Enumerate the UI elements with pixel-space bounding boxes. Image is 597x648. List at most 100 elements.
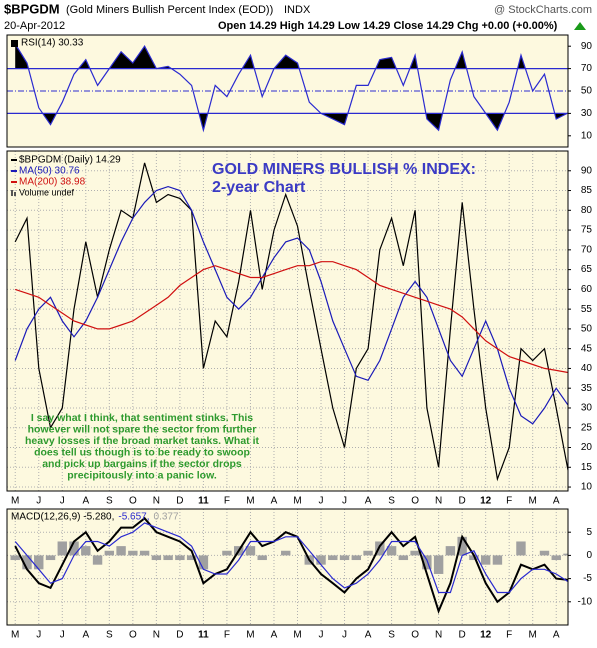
date: 20-Apr-2012 <box>4 20 65 32</box>
annotation-comment: does tell us though is to be ready to sw… <box>34 446 250 458</box>
plot <box>7 509 568 625</box>
histogram-bar <box>480 555 491 565</box>
x-tick-label: M <box>11 496 19 507</box>
x-tick-label: J <box>60 630 65 641</box>
histogram-bar <box>410 550 420 556</box>
x-tick-label: A <box>553 630 560 641</box>
histogram-bar <box>128 550 138 556</box>
histogram-bar <box>186 555 197 561</box>
y-tick-label: 85 <box>581 185 593 196</box>
legend-label: MACD(12,26,9) -5.280, <box>11 512 114 523</box>
y-tick-label: 10 <box>581 130 593 141</box>
histogram-bar <box>222 550 232 556</box>
x-tick-label: N <box>435 496 442 507</box>
x-tick-label: J <box>36 630 41 641</box>
histogram-bar <box>45 555 56 561</box>
histogram-bar <box>457 536 467 556</box>
y-tick-label: -5 <box>583 573 592 584</box>
x-tick-label: M <box>529 630 537 641</box>
legend-label: RSI(14) 30.33 <box>21 38 84 49</box>
histogram-bar <box>57 541 67 556</box>
legend-label: MA(200) 38.98 <box>19 177 86 188</box>
y-tick-label: 75 <box>581 225 593 236</box>
symbol: $BPGDM <box>4 1 60 16</box>
annotation-comment: and pick up bargains if the sector drops <box>42 458 242 470</box>
x-tick-label: A <box>365 630 372 641</box>
histogram-bar <box>175 555 185 561</box>
histogram-bar <box>151 555 162 561</box>
x-tick-label: A <box>271 630 278 641</box>
panel-border <box>6 34 569 148</box>
panel-border <box>6 508 569 626</box>
x-tick-label: J <box>36 496 41 507</box>
quote: Open 14.29 High 14.29 Low 14.29 Close 14… <box>218 20 558 32</box>
y-tick-label: -10 <box>578 596 593 607</box>
histogram-bar <box>257 555 267 561</box>
histogram-bar <box>139 550 150 556</box>
histogram-bar <box>34 555 44 570</box>
x-tick-label: J <box>319 496 324 507</box>
plot <box>14 43 568 133</box>
x-tick-label: F <box>506 630 512 641</box>
histogram-bar <box>281 550 291 556</box>
legend-swatch <box>11 40 18 47</box>
panel-border <box>6 150 569 492</box>
x-tick-label: O <box>129 630 137 641</box>
y-tick-label: 45 <box>581 343 593 354</box>
histogram-bar <box>104 550 115 556</box>
y-tick-label: 30 <box>581 403 593 414</box>
y-tick-label: 65 <box>581 264 593 275</box>
plot <box>7 151 568 491</box>
series-line <box>15 261 568 374</box>
histogram-bar <box>351 555 362 561</box>
x-tick-label: J <box>60 496 65 507</box>
annotation-comment: however will not spare the sector from f… <box>28 423 257 435</box>
source: @ StockCharts.com <box>494 4 592 16</box>
histogram-bar <box>22 555 32 570</box>
histogram-bar <box>116 546 126 556</box>
x-tick-label: 11 <box>198 630 209 641</box>
legend-swatch <box>14 192 16 196</box>
histogram-bar <box>422 555 432 570</box>
x-tick-label: 11 <box>198 496 209 507</box>
x-tick-label: N <box>153 630 160 641</box>
x-tick-label: O <box>411 496 419 507</box>
histogram-bar <box>69 541 79 556</box>
x-tick-label: N <box>435 630 442 641</box>
histogram-bar <box>245 546 256 556</box>
y-tick-label: 15 <box>581 462 593 473</box>
rsi-below-fill <box>15 113 568 131</box>
histogram-bar <box>445 546 456 556</box>
histogram-bar <box>516 541 526 556</box>
annotation-comment: I say what I think, that sentiment stink… <box>31 412 253 424</box>
series-line <box>14 43 568 133</box>
x-tick-label: M <box>293 496 301 507</box>
x-tick-label: D <box>176 496 183 507</box>
y-tick-label: 70 <box>581 63 593 74</box>
histogram-bar <box>10 555 20 561</box>
x-tick-label: J <box>319 630 324 641</box>
series-line <box>14 162 568 482</box>
histogram-bar <box>551 555 561 561</box>
histogram-bar <box>198 555 209 570</box>
x-tick-label: F <box>506 496 512 507</box>
x-tick-label: J <box>342 630 347 641</box>
annotation-title: 2-year Chart <box>212 179 306 196</box>
y-tick-label: 90 <box>581 165 593 176</box>
x-tick-label: O <box>129 496 137 507</box>
y-tick-label: 90 <box>581 41 593 52</box>
series-line <box>14 522 568 594</box>
annotation-comment: heavy losses if the broad market tanks. … <box>25 435 259 447</box>
annotation-title: GOLD MINERS BULLISH % INDEX: <box>212 161 476 178</box>
legend-label: $BPGDM (Daily) 14.29 <box>19 155 121 166</box>
series-line <box>14 185 568 425</box>
histogram-bar <box>163 555 173 561</box>
x-tick-label: D <box>459 630 466 641</box>
x-tick-label: A <box>82 496 89 507</box>
x-tick-label: J <box>342 496 347 507</box>
y-tick-label: 30 <box>581 108 593 119</box>
x-tick-label: M <box>246 630 254 641</box>
histogram-bar <box>433 555 444 574</box>
histogram-bar <box>81 546 91 556</box>
y-tick-label: 50 <box>581 324 593 335</box>
